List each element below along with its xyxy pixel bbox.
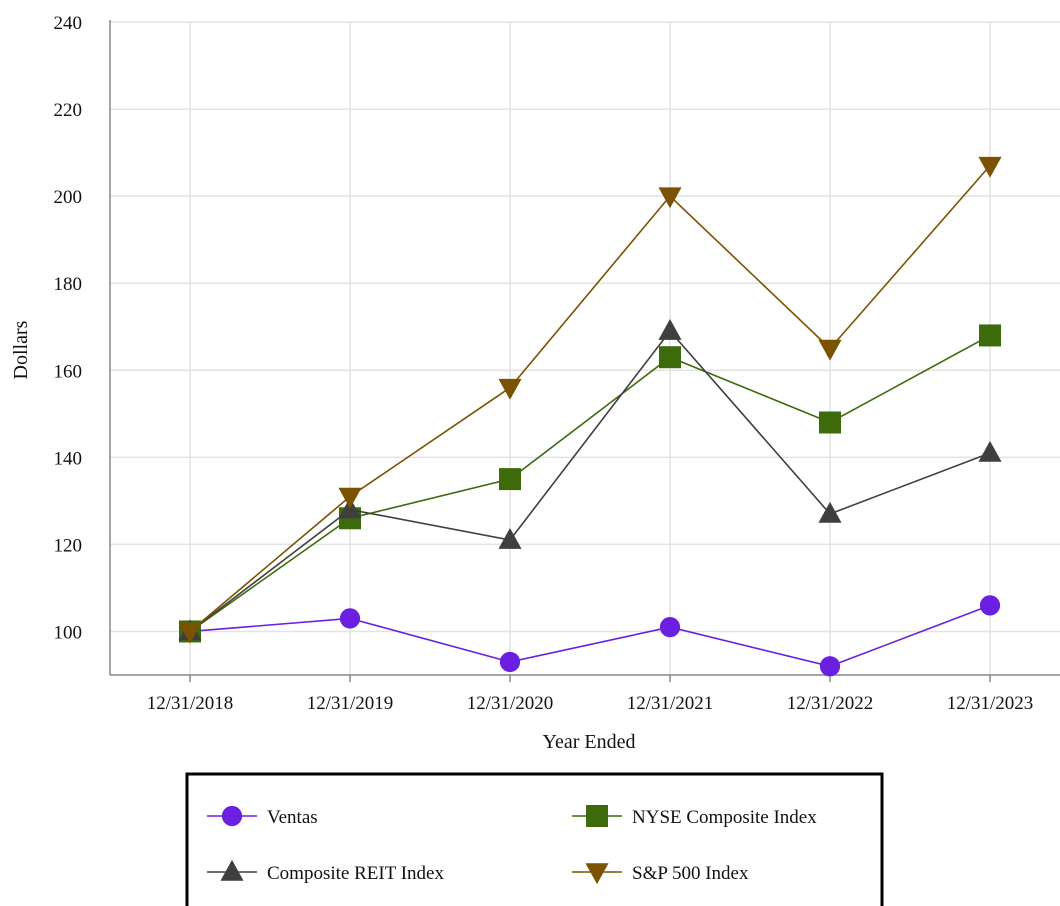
data-point — [659, 616, 681, 638]
series-line — [189, 604, 991, 668]
y-tick-label: 140 — [54, 448, 83, 469]
legend-marker — [221, 805, 243, 827]
axes — [109, 20, 1060, 682]
data-point — [978, 156, 1002, 178]
x-tick-label: 12/31/2020 — [467, 693, 554, 714]
data-point — [338, 487, 362, 509]
data-point — [658, 187, 682, 209]
legend-box — [185, 772, 884, 906]
x-tick-label: 12/31/2023 — [947, 693, 1034, 714]
y-tick-label: 120 — [54, 535, 83, 556]
series-2 — [178, 318, 1002, 641]
tick-labels: 100 120 140 160 180 200 220 240 12/31/2018 12/31/… — [54, 13, 1034, 714]
legend-marker — [220, 859, 244, 881]
series-layer — [178, 156, 1002, 677]
legend-label: Composite REIT Index — [267, 863, 444, 884]
x-axis-title: Year Ended — [543, 731, 636, 753]
data-point — [818, 339, 842, 361]
legend: Ventas NYSE Composite Index Composite REIT… — [185, 772, 884, 906]
x-tick-label: 12/31/2018 — [147, 693, 234, 714]
series-1 — [179, 324, 1001, 643]
data-point — [819, 411, 841, 434]
y-axis-title: Dollars — [10, 320, 32, 379]
data-point — [178, 622, 202, 644]
grid — [110, 21, 1060, 675]
x-tick-label: 12/31/2019 — [307, 693, 394, 714]
data-point — [819, 656, 841, 677]
data-point — [818, 501, 842, 523]
x-tick-label: 12/31/2022 — [787, 693, 874, 714]
legend-label: Ventas — [267, 807, 318, 828]
x-tick-label: 12/31/2021 — [627, 693, 714, 714]
legend-label: S&P 500 Index — [632, 863, 749, 884]
series-line — [189, 329, 991, 633]
data-point — [658, 318, 682, 340]
data-point — [499, 468, 521, 491]
legend-label: NYSE Composite Index — [632, 807, 817, 828]
data-point — [339, 608, 361, 629]
legend-marker — [585, 863, 609, 885]
legend-marker — [586, 805, 608, 827]
legend-item: NYSE Composite Index — [572, 805, 817, 828]
data-point — [498, 527, 522, 549]
legend-item: Composite REIT Index — [207, 859, 444, 884]
legend-item: S&P 500 Index — [572, 863, 749, 885]
y-tick-label: 240 — [54, 13, 83, 34]
series-0 — [179, 595, 1001, 677]
y-tick-label: 160 — [54, 361, 83, 382]
legend-item: Ventas — [207, 805, 318, 828]
y-tick-label: 200 — [54, 187, 83, 208]
y-tick-label: 180 — [54, 274, 83, 295]
data-point — [498, 378, 522, 400]
series-line — [189, 165, 991, 633]
data-point — [978, 440, 1002, 462]
y-tick-label: 220 — [54, 100, 83, 121]
series-line — [189, 334, 991, 633]
data-point — [499, 651, 521, 673]
data-point — [979, 324, 1001, 347]
data-point — [659, 346, 681, 369]
series-3 — [178, 156, 1002, 644]
y-tick-label: 100 — [54, 622, 83, 643]
data-point — [979, 595, 1001, 616]
